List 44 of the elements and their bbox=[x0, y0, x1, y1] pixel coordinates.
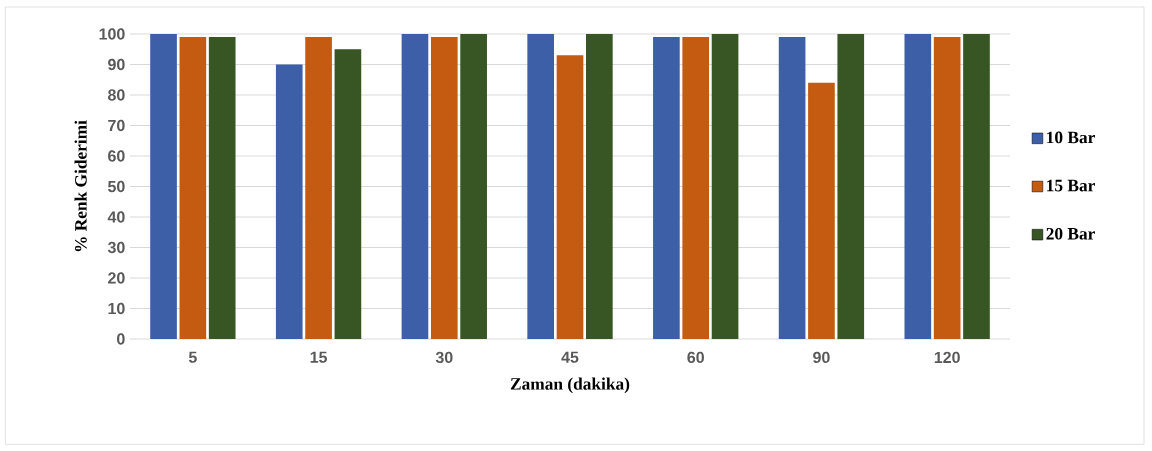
bar bbox=[808, 82, 835, 339]
y-tick-label: 0 bbox=[117, 333, 125, 345]
bar bbox=[275, 64, 303, 339]
bar bbox=[586, 34, 613, 339]
bar bbox=[963, 34, 990, 339]
y-tick-label: 40 bbox=[107, 211, 125, 223]
y-tick-label: 90 bbox=[108, 58, 125, 71]
y-tick-label: 30 bbox=[107, 241, 125, 254]
bar bbox=[653, 37, 680, 339]
bar bbox=[334, 49, 362, 339]
x-tick-label: 15 bbox=[310, 351, 328, 363]
bar bbox=[208, 37, 236, 339]
bar bbox=[904, 34, 932, 339]
legend-label: 15 Bar bbox=[1047, 179, 1095, 192]
bar bbox=[150, 34, 177, 339]
x-tick-label: 5 bbox=[188, 351, 197, 363]
bar bbox=[527, 34, 555, 339]
x-tick-label: 45 bbox=[561, 351, 579, 363]
y-tick-label: 10 bbox=[108, 302, 125, 315]
y-tick-label: 80 bbox=[108, 89, 125, 101]
y-tick-label: 20 bbox=[108, 272, 125, 284]
x-tick-label: 60 bbox=[687, 351, 704, 364]
x-tick-label: 120 bbox=[934, 351, 960, 364]
bar bbox=[933, 37, 961, 339]
bar bbox=[556, 55, 584, 339]
x-axis-title: Zaman (dakika) bbox=[510, 377, 630, 394]
x-tick-label: 30 bbox=[435, 351, 453, 364]
bar bbox=[711, 34, 739, 339]
y-tick-label: 70 bbox=[108, 119, 125, 132]
y-tick-label: 50 bbox=[108, 180, 125, 193]
bar bbox=[305, 37, 332, 339]
bar bbox=[179, 37, 207, 339]
legend-label: 20 Bar bbox=[1046, 227, 1095, 240]
bar bbox=[401, 34, 429, 339]
bar bbox=[778, 37, 806, 339]
bar bbox=[682, 37, 710, 339]
y-tick-label: 100 bbox=[99, 28, 125, 40]
x-tick-label: 90 bbox=[813, 351, 830, 364]
bar bbox=[837, 34, 865, 339]
y-axis-title: % Renk Giderimi bbox=[74, 120, 87, 252]
legend-label: 10 Bar bbox=[1047, 131, 1095, 144]
bar bbox=[460, 34, 487, 339]
bar bbox=[430, 37, 458, 339]
y-tick-label: 60 bbox=[108, 150, 125, 162]
